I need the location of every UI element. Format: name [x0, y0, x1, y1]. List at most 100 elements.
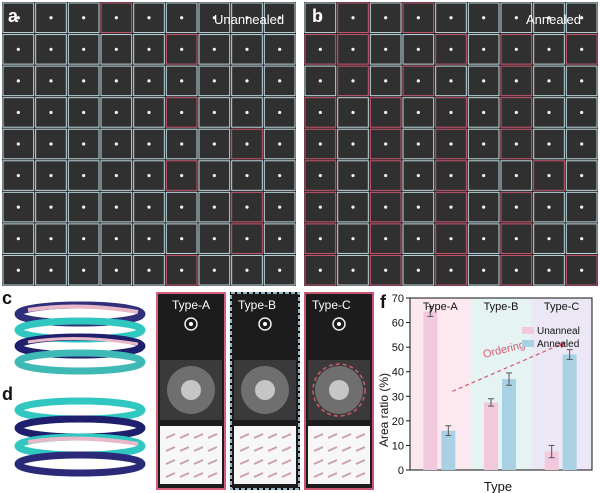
grid-cell-dot — [449, 16, 453, 20]
helix-coil-c — [14, 301, 146, 375]
grid-cell-dot — [416, 47, 420, 51]
grid-cell-dot — [16, 142, 20, 146]
grid-cell-dot — [180, 142, 184, 146]
grid-cell-dot — [82, 79, 86, 83]
type-fft-core — [181, 380, 201, 400]
grid-cell-dot — [16, 110, 20, 115]
grid-cell-dot — [318, 268, 322, 272]
type-arrow — [267, 433, 278, 439]
grid-cell-dot — [351, 142, 355, 146]
type-fft-core — [255, 380, 275, 400]
x-axis-label: Type — [484, 479, 512, 493]
grid-cell — [231, 97, 263, 128]
type-arrow — [313, 433, 324, 439]
type-arrow — [253, 433, 264, 439]
grid-cell-dot — [147, 110, 151, 115]
grid-cell — [165, 65, 198, 97]
grid-cell — [565, 2, 598, 34]
grid-cell-dot — [514, 237, 518, 241]
type-arrow — [341, 433, 352, 439]
category-label-Type-B: Type-B — [484, 301, 519, 313]
type-arrow — [207, 472, 218, 478]
grid-cell — [402, 34, 435, 65]
grid-cell-dot — [49, 237, 53, 241]
type-arrow — [267, 459, 278, 465]
grid-cell-dot — [318, 79, 322, 83]
grid-cell-dot — [416, 142, 420, 146]
grid-cell-dot — [449, 110, 453, 115]
grid-cell — [67, 160, 100, 191]
grid-cell-dot — [114, 47, 118, 51]
grid-cell-dot — [547, 47, 551, 51]
grid-cell-dot — [384, 110, 388, 115]
grid-cell-dot — [147, 16, 151, 20]
grid-cell-dot — [482, 205, 486, 209]
type-center-ring — [184, 317, 198, 331]
grid-cell-dot — [482, 79, 486, 83]
grid-cell-dot — [449, 79, 453, 83]
panel-letter-f: f — [380, 292, 386, 312]
grid-cell-dot — [318, 173, 322, 178]
bar-Unanneal-Type-A — [423, 311, 438, 470]
grid-cell-dot — [416, 79, 420, 83]
grid-cell-dot — [114, 173, 118, 178]
legend-swatch-annealed — [522, 340, 534, 347]
grid-cell-dot — [245, 173, 249, 178]
grid-cell-dot — [351, 16, 355, 20]
legend-swatch-unanneal — [522, 327, 534, 334]
grid-cell-dot — [245, 268, 249, 272]
grid-cell-dot — [16, 205, 20, 209]
grid-cell-dot — [82, 237, 86, 241]
type-center-ring — [332, 317, 346, 331]
grid-cell-dot — [82, 268, 86, 272]
grid-cell-dot — [16, 268, 20, 272]
grid-cell-dot — [278, 16, 282, 20]
grid-cell-dot — [514, 47, 518, 51]
grid-cell-dot — [180, 47, 184, 51]
grid-cell-dot — [514, 16, 518, 20]
grid-cell-dot — [147, 79, 151, 83]
type-arrow — [327, 459, 338, 465]
type-arrow — [267, 446, 278, 452]
grid-cell-dot — [212, 79, 216, 83]
grid-cell-dot — [114, 79, 118, 83]
grid-cell — [304, 254, 337, 286]
type-arrow — [193, 472, 204, 478]
grid-cell-dot — [351, 237, 355, 241]
grid-cell-dot — [147, 268, 151, 272]
y-axis-label: Area ratio (%) — [377, 373, 391, 447]
grid-cell-dot — [49, 268, 53, 272]
type-arrow — [253, 459, 264, 465]
grid-cell-dot — [212, 142, 216, 146]
type-fft-ring — [312, 363, 366, 417]
grid-cell-dot — [212, 47, 216, 51]
grid-cell-dot — [49, 47, 53, 51]
type-arrow — [193, 459, 204, 465]
grid-cell-dot — [212, 205, 216, 209]
grid-cell-dot — [482, 142, 486, 146]
bar-Annealed-Type-B — [502, 379, 516, 470]
grid-cell-dot — [547, 110, 551, 115]
grid-cell-dot — [245, 237, 249, 241]
grid-cell-dot — [82, 47, 86, 51]
grid-cell-dot — [278, 268, 282, 272]
grid-cell-dot — [49, 110, 53, 115]
grid-cell-dot — [318, 237, 322, 241]
grid-unannealed — [2, 2, 296, 286]
grid-cell-dot — [147, 142, 151, 146]
grid-cell — [100, 160, 133, 191]
type-arrow — [341, 472, 352, 478]
grid-cell-dot — [278, 237, 282, 241]
grid-cell-dot — [278, 110, 282, 115]
chart-labels: Type-A Type-B Type-C — [423, 301, 580, 313]
type-arrow — [239, 472, 250, 478]
grid-cell-dot — [416, 268, 420, 272]
micrograph-unannealed: a Unannealed — [2, 2, 296, 286]
grid-cell-dot — [114, 16, 118, 20]
grid-cell-dot — [449, 142, 453, 146]
grid-cell-dot — [318, 16, 322, 20]
y-tick-label: 60 — [392, 318, 404, 330]
bar-Unanneal-Type-C — [544, 451, 559, 470]
ordering-arrow-head — [558, 342, 566, 349]
grid-cell — [500, 160, 533, 191]
